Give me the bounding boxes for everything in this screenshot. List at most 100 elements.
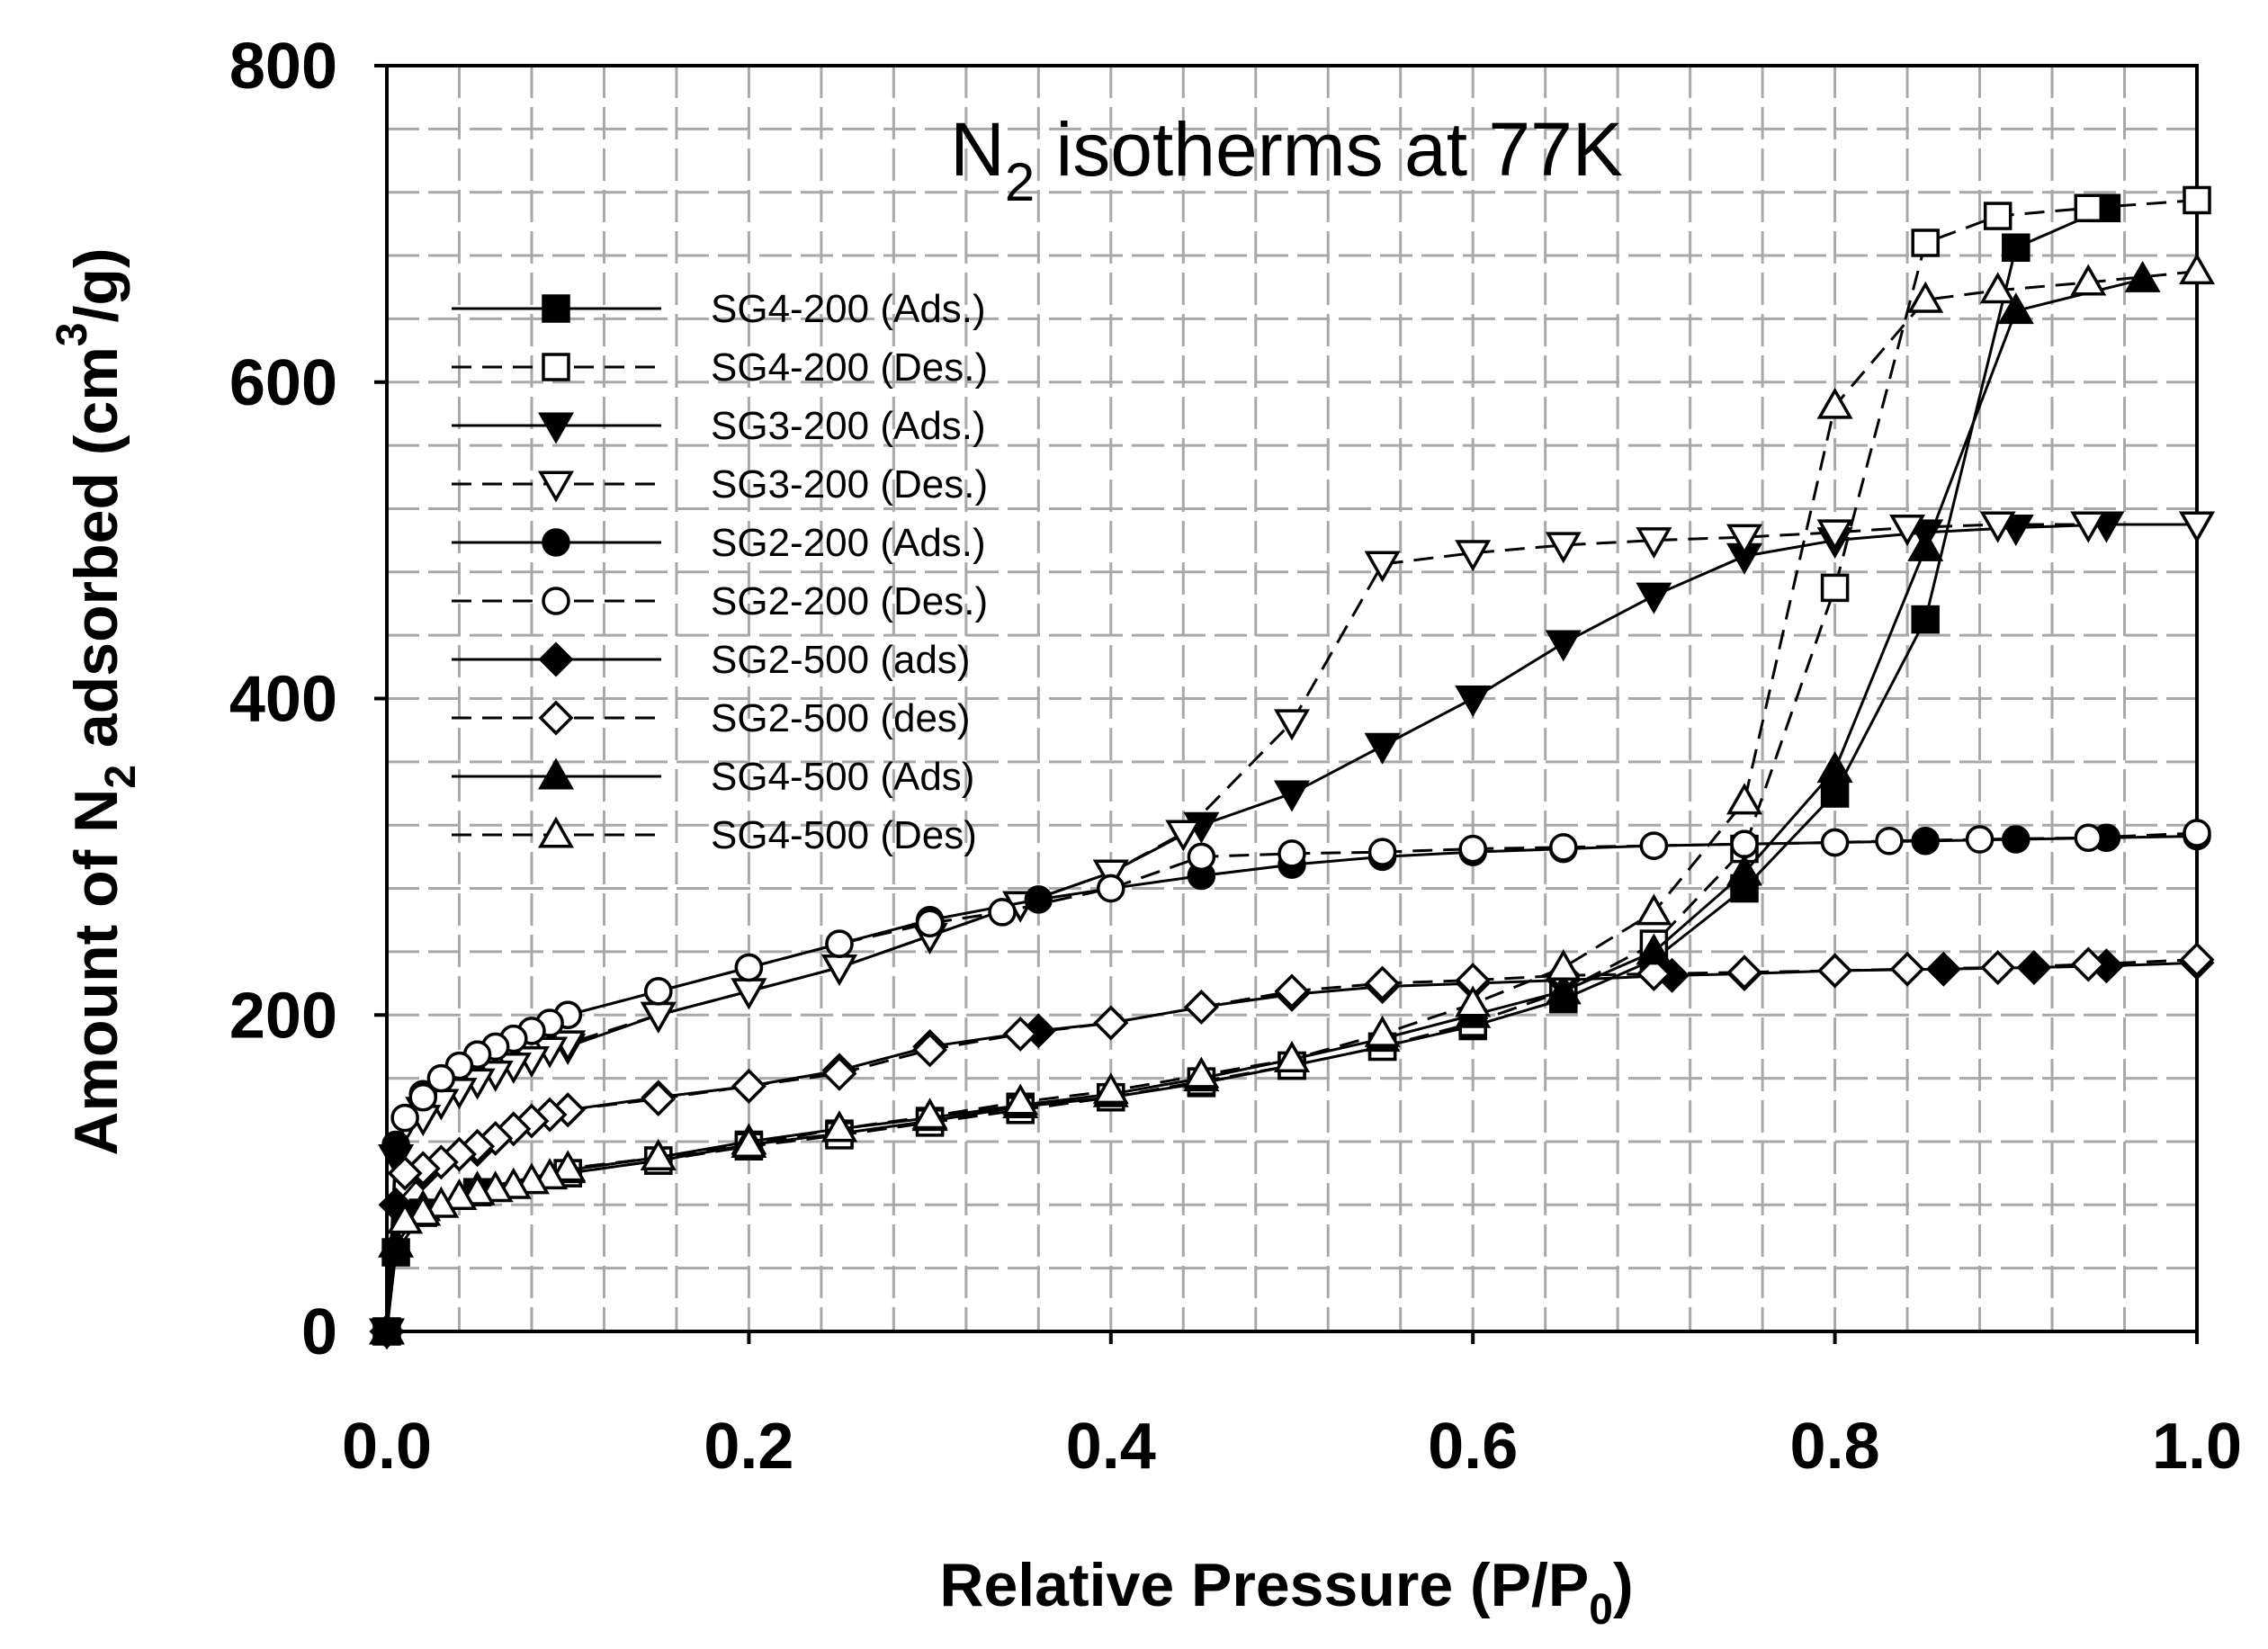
series-sg4-500-des [387, 253, 2216, 1234]
data-point-sg3-200-des [1889, 515, 1926, 547]
data-point-sg4-200-des [2183, 185, 2211, 215]
y-tick-label: 800 [229, 31, 337, 103]
y-axis-title: Amount of N2 adsorbed (cm3/g) [49, 247, 145, 1155]
data-point-sg3-200-ads [1636, 582, 1672, 614]
data-point-sg4-200-des [1820, 573, 1850, 603]
data-point-sg2-200-des [1367, 838, 1397, 866]
data-point-sg2-200-des [1549, 833, 1578, 862]
legend-entry-sg3-200-ads: SG3-200 (Ads.) [452, 404, 986, 448]
x-tick-label: 0.4 [1066, 1411, 1156, 1483]
data-point-sg4-500-des [1092, 1072, 1129, 1105]
legend-marker [538, 700, 574, 736]
data-point-sg2-500-des [2070, 946, 2106, 982]
x-axis-title-main: Relative Pressure (P/P [939, 1551, 1589, 1619]
data-point-sg2-200-des [915, 909, 945, 937]
data-point-sg3-200-des [1273, 709, 1311, 741]
data-point-sg4-500-des [1002, 1083, 1039, 1116]
legend-label: SG2-200 (Des.) [711, 579, 988, 623]
data-point-sg3-200-des [1545, 532, 1582, 564]
legend-label: SG3-200 (Des.) [711, 462, 988, 506]
data-point-sg4-500-ads [378, 1225, 415, 1258]
data-point-sg3-200-des [1364, 551, 1401, 583]
legend-entry-sg3-200-des: SG3-200 (Des.) [452, 462, 988, 506]
data-point-sg4-200-ads [1911, 605, 1940, 634]
y-tick-label: 600 [229, 347, 337, 419]
data-point-sg4-500-ads [1816, 751, 1853, 784]
data-point-sg4-500-des [1364, 1015, 1401, 1047]
legend-entry-sg2-500-des: SG2-500 (des) [452, 696, 971, 740]
y-axis-title-end: /g) [62, 247, 130, 322]
data-point-sg2-200-ads [381, 1130, 410, 1160]
series-line-sg4-500-des [404, 270, 2198, 1223]
data-point-sg2-500-des [1002, 1016, 1038, 1052]
data-point-sg3-200-ads [1545, 630, 1582, 662]
data-point-sg2-200-des [2183, 819, 2211, 847]
data-point-sg4-500-des [1816, 387, 1853, 419]
series-sg2-500-des [387, 942, 2215, 1191]
data-point-sg2-500-des [912, 1032, 948, 1068]
series-layer [368, 185, 2216, 1350]
legend-entry-sg2-200-des: SG2-200 (Des.) [452, 579, 988, 623]
legend-entry-sg4-500-ads: SG4-500 (Ads) [452, 755, 974, 799]
chart-title-main: N [950, 107, 1005, 192]
x-axis-title-end: ) [1613, 1551, 1634, 1619]
legend-label: SG4-500 (Des) [711, 813, 977, 857]
data-point-sg3-200-des [1455, 540, 1492, 572]
data-point-sg4-500-des [640, 1139, 677, 1171]
data-point-sg4-500-des [1545, 948, 1582, 981]
legend-marker [542, 353, 570, 381]
data-point-sg4-500-des [1636, 893, 1672, 926]
data-point-sg2-200-des [426, 1063, 456, 1093]
data-point-sg4-500-des [2178, 253, 2216, 285]
data-point-sg2-200-des [1187, 842, 1216, 872]
x-tick-label: 0.6 [1428, 1411, 1518, 1483]
data-point-sg2-200-des [988, 898, 1017, 927]
data-point-sg4-500-des [820, 1110, 858, 1143]
data-point-sg4-500-ads [1726, 854, 1763, 886]
data-point-sg4-500-des [731, 1125, 767, 1158]
legend-entry-sg4-500-des: SG4-500 (Des) [452, 813, 977, 857]
legend-marker [542, 528, 570, 557]
chart-title: N2 isotherms at 77K [950, 107, 1623, 212]
data-point-sg4-500-des [441, 1178, 478, 1211]
data-point-sg4-500-des [1907, 281, 1944, 313]
data-point-sg4-200-ads [2002, 233, 2030, 263]
series-line-sg2-200-des [403, 831, 2198, 1119]
data-point-sg4-500-des [911, 1098, 948, 1130]
legend-marker [537, 412, 575, 444]
data-point-sg2-200-des [1730, 829, 1759, 859]
legend-label: SG2-200 (Ads.) [711, 521, 986, 565]
x-tick-label: 0.2 [704, 1411, 793, 1483]
data-point-sg2-200-des [1277, 839, 1306, 868]
legend-marker [542, 587, 570, 615]
y-tick-label: 200 [229, 980, 337, 1052]
data-point-sg2-200-des [390, 1103, 419, 1133]
data-point-sg3-200-des [1726, 524, 1763, 556]
data-point-sg2-200-des [1875, 827, 1904, 856]
y-tick-label: 400 [229, 664, 337, 736]
y-axis-title-subscript: 2 [97, 765, 145, 789]
data-point-sg2-200-des [1820, 828, 1850, 857]
data-point-sg2-500-des [387, 1155, 423, 1191]
y-axis-title-main: Amount of N [62, 789, 130, 1156]
data-point-sg2-500-des [1980, 950, 2016, 985]
series-sg2-200-des [390, 819, 2211, 1133]
y-axis-title-superscript: 3 [49, 322, 96, 346]
data-point-sg3-200-ads [1364, 732, 1401, 765]
legend-label: SG4-500 (Ads) [711, 755, 974, 799]
legend-entry-sg4-200-ads: SG4-200 (Ads.) [452, 287, 986, 331]
legend-marker [537, 471, 575, 503]
data-point-sg2-500-des [1726, 954, 1762, 990]
chart-title-rest: isotherms at 77K [1035, 107, 1623, 192]
data-point-sg4-500-des [387, 1202, 424, 1234]
legend-marker [537, 757, 575, 790]
x-tick-label: 0.8 [1790, 1411, 1880, 1483]
data-point-sg4-500-ads [1636, 933, 1672, 965]
legend-label: SG2-500 (des) [711, 696, 971, 740]
data-point-sg2-200-ads [1024, 885, 1053, 914]
data-point-sg2-500-des [1817, 953, 1853, 989]
data-point-sg4-500-des [423, 1186, 460, 1218]
legend-entry-sg4-200-des: SG4-200 (Des.) [452, 345, 988, 390]
data-point-sg4-500-des [2070, 264, 2107, 296]
